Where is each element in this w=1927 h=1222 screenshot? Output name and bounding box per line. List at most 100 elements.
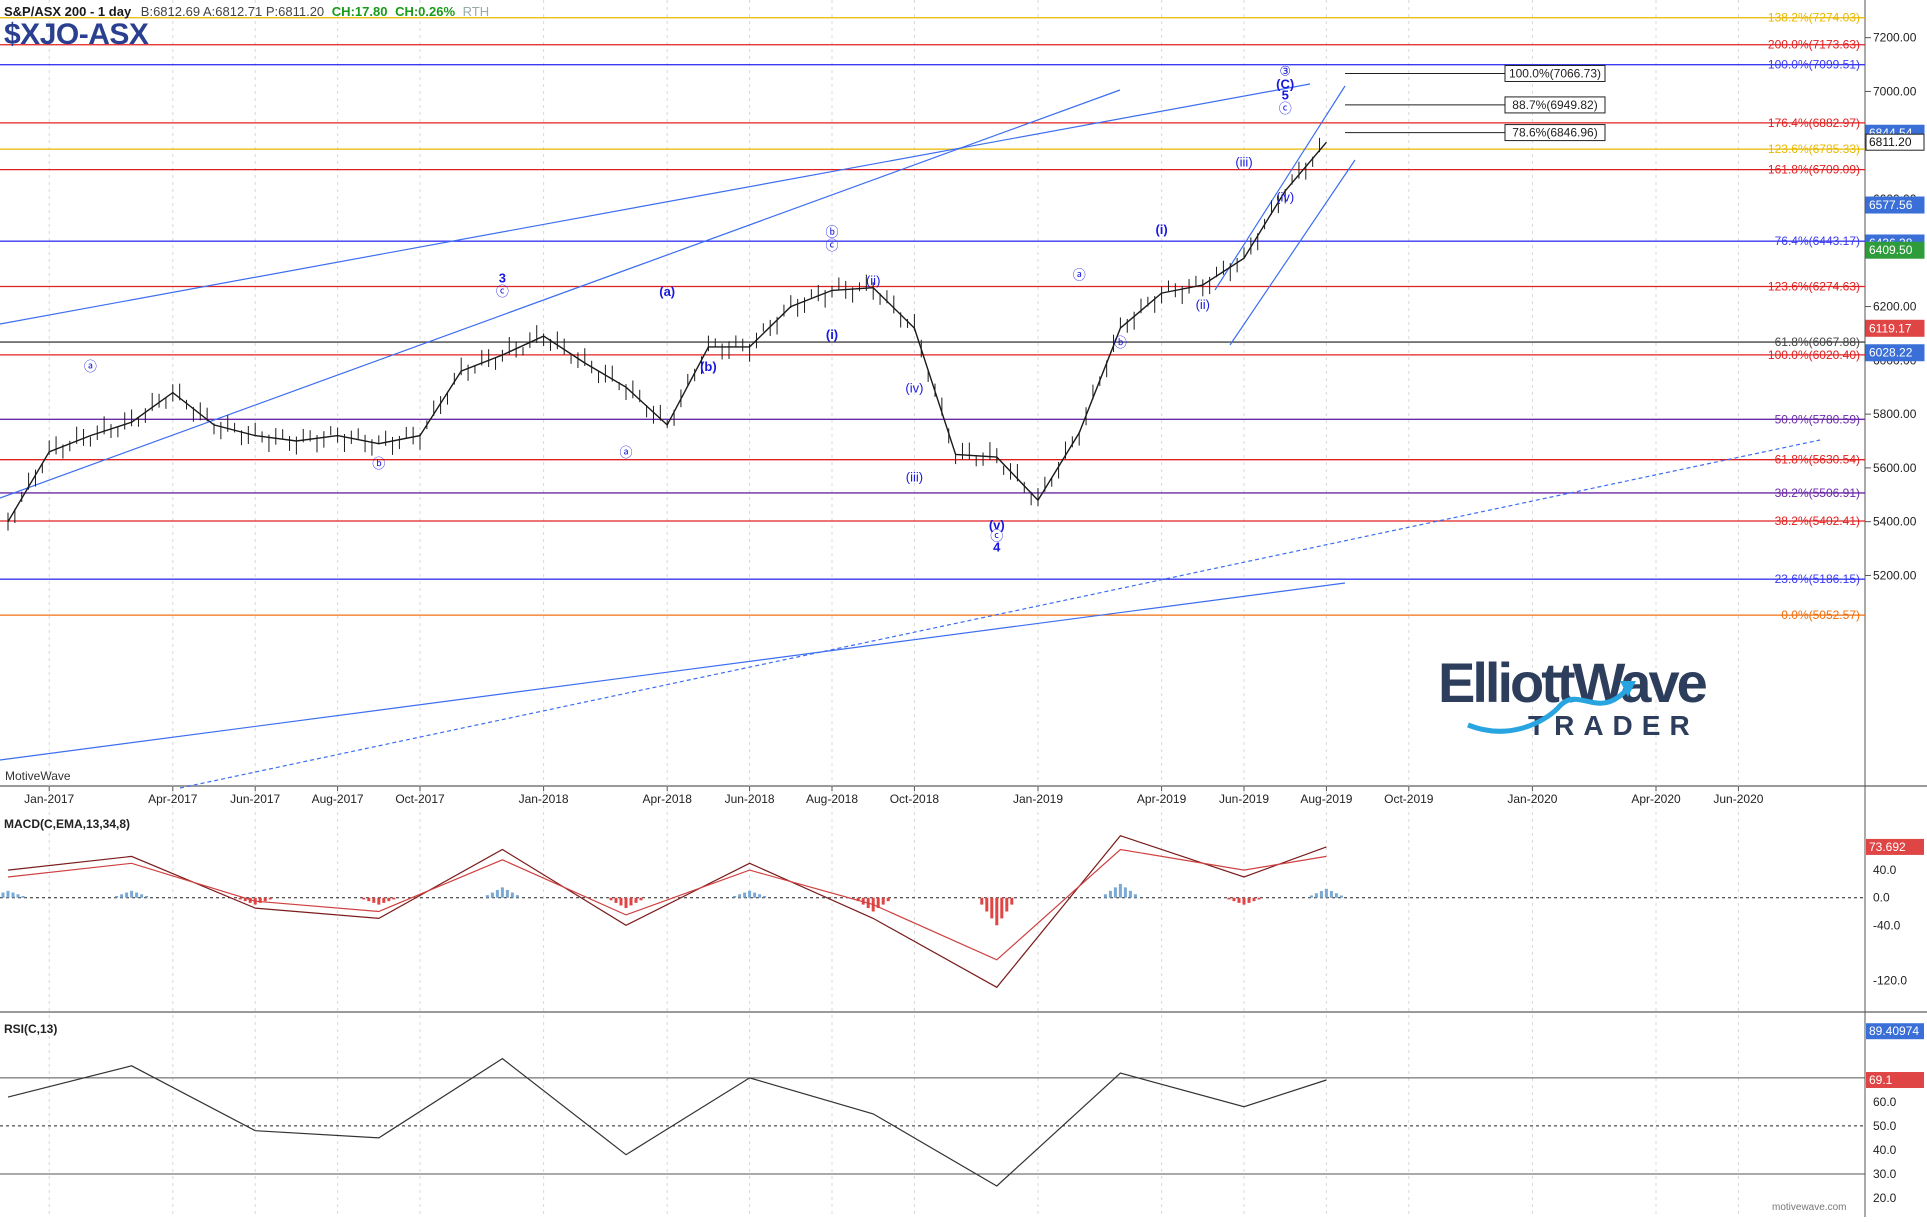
rsi-y-tick-label: 50.0: [1873, 1119, 1897, 1133]
fib-level-label: 138.2%(7274.03): [1768, 11, 1860, 25]
price-badge: [1865, 196, 1925, 214]
instrument-title: S&P/ASX 200 - 1 day: [4, 4, 132, 19]
wave-label: ⓒ: [1279, 101, 1292, 116]
x-tick-label: Jan-2020: [1507, 792, 1557, 806]
fib-level-label: 61.8%(5630.54): [1775, 453, 1860, 467]
wave-label: (C): [1276, 77, 1294, 92]
price-badge-label: 6028.22: [1869, 346, 1913, 360]
wave-label: 3: [499, 270, 506, 285]
fib-level-label: 176.4%(6882.97): [1768, 116, 1860, 130]
fib-level-label: 100.0%(6020.40): [1768, 348, 1860, 362]
price-badge: [1865, 241, 1925, 259]
trend-line: [0, 83, 1311, 325]
wave-label: (a): [659, 284, 675, 299]
x-tick-label: Oct-2018: [890, 792, 940, 806]
macd-badge: [1866, 838, 1924, 855]
wave-label: 4: [993, 539, 1001, 554]
price-badge-label: 6119.17: [1869, 321, 1912, 335]
x-tick-label: Apr-2020: [1631, 792, 1681, 806]
y-tick-label: 5800.00: [1873, 407, 1917, 421]
wave-label: (v): [989, 518, 1005, 533]
x-tick-label: Jan-2018: [519, 792, 569, 806]
macd-y-tick-label: -40.0: [1873, 918, 1901, 932]
macd-y-tick-label: 40.0: [1873, 863, 1897, 877]
wave-label: ⓑ: [825, 225, 838, 240]
wave-label: (i): [1155, 222, 1167, 237]
footer-source: motivewave.com: [1772, 1202, 1847, 1213]
fib-level-label: 123.6%(6785.33): [1768, 142, 1860, 156]
x-tick-label: Aug-2019: [1300, 792, 1352, 806]
price-badge: [1865, 319, 1925, 337]
y-tick-label: 6200.00: [1873, 300, 1917, 314]
wave-label: ③: [1279, 63, 1291, 78]
fib-level-label: 100.0%(7099.51): [1768, 58, 1860, 72]
wave-label: ⓐ: [84, 359, 97, 374]
wave-label: (i): [826, 327, 838, 342]
macd-y-tick-label: -120.0: [1873, 973, 1907, 987]
projection-label: 78.6%(6846.96): [1512, 126, 1597, 140]
quote-text: B:6812.69 A:6812.71 P:6811.20: [140, 4, 325, 19]
wave-label: (ii): [1196, 297, 1210, 312]
watermark: MotiveWave: [5, 769, 71, 783]
fib-level-label: 200.0%(7173.63): [1768, 38, 1860, 52]
projection-label: 100.0%(7066.73): [1509, 66, 1601, 80]
rsi-y-tick-label: 40.0: [1873, 1143, 1897, 1157]
price-badge: [1865, 133, 1925, 151]
fib-level-label: 61.8%(6067.88): [1775, 335, 1860, 349]
fib-level-label: 0.0%(5052.57): [1781, 608, 1860, 622]
wave-label: (iii): [1235, 155, 1252, 170]
x-tick-label: Oct-2017: [395, 792, 445, 806]
fib-level-label: 76.4%(6443.17): [1775, 234, 1860, 248]
session-label: RTH: [462, 4, 490, 19]
y-tick-label: 5600.00: [1873, 461, 1917, 475]
macd-line: [7, 834, 1327, 989]
wave-label: (ii): [866, 273, 880, 288]
x-tick-label: Oct-2019: [1384, 792, 1434, 806]
wave-label: ⓒ: [990, 529, 1003, 544]
trend-line: [0, 582, 1346, 761]
wave-label: (b): [700, 359, 717, 374]
macd-badge-label: 73.692: [1869, 840, 1906, 854]
trend-line: [0, 89, 1121, 499]
macd-y-tick-label: 0.0: [1873, 891, 1890, 905]
x-tick-label: Jan-2019: [1013, 792, 1063, 806]
x-tick-label: Apr-2018: [643, 792, 693, 806]
elliottwave-logo: ElliottWave TRADER: [1438, 655, 1748, 745]
trend-line: [1214, 85, 1346, 291]
macd-title: MACD(C,EMA,13,34,8): [4, 817, 130, 831]
symbol-title: $XJO-ASX: [4, 18, 149, 51]
wave-label: ⓑ: [1114, 335, 1127, 350]
logo-wave-icon: [1467, 681, 1636, 734]
wave-label: (iv): [1276, 190, 1294, 205]
header-bar: S&P/ASX 200 - 1 day B:6812.69 A:6812.71 …: [4, 4, 489, 19]
x-tick-label: Apr-2017: [148, 792, 198, 806]
rsi-y-tick-label: 20.0: [1873, 1191, 1897, 1205]
price-badge-label: 6577.56: [1869, 198, 1913, 212]
price-badge-label: 6811.20: [1869, 135, 1912, 149]
rsi-title: RSI(C,13): [4, 1022, 57, 1036]
y-tick-label: 5400.00: [1873, 515, 1917, 529]
wave-label: (iii): [906, 469, 923, 484]
fib-level-label: 123.6%(6274.63): [1768, 279, 1860, 293]
rsi-line: [7, 1057, 1327, 1187]
x-tick-label: Aug-2018: [806, 792, 858, 806]
y-tick-label: 7000.00: [1873, 84, 1917, 98]
rsi-badge-label: 89.40974: [1869, 1024, 1919, 1038]
wave-label: ⓒ: [825, 238, 838, 253]
change-percent: CH:0.26%: [395, 4, 456, 19]
rsi-y-tick-label: 30.0: [1873, 1167, 1897, 1181]
x-tick-label: Apr-2019: [1137, 792, 1187, 806]
fib-level-label: 38.2%(5506.91): [1775, 486, 1860, 500]
change-points: CH:17.80: [331, 4, 388, 19]
price-badge: [1865, 344, 1925, 362]
wave-label: ⓒ: [496, 284, 509, 299]
price-badge-label: 6409.50: [1869, 243, 1913, 257]
projection-label: 88.7%(6949.82): [1512, 98, 1597, 112]
fib-level-label: 38.2%(5402.41): [1775, 514, 1860, 528]
wave-label: 5: [1282, 87, 1289, 102]
wave-label: ⓐ: [619, 445, 632, 460]
projection-box: [1504, 124, 1606, 142]
projection-box: [1504, 64, 1606, 82]
